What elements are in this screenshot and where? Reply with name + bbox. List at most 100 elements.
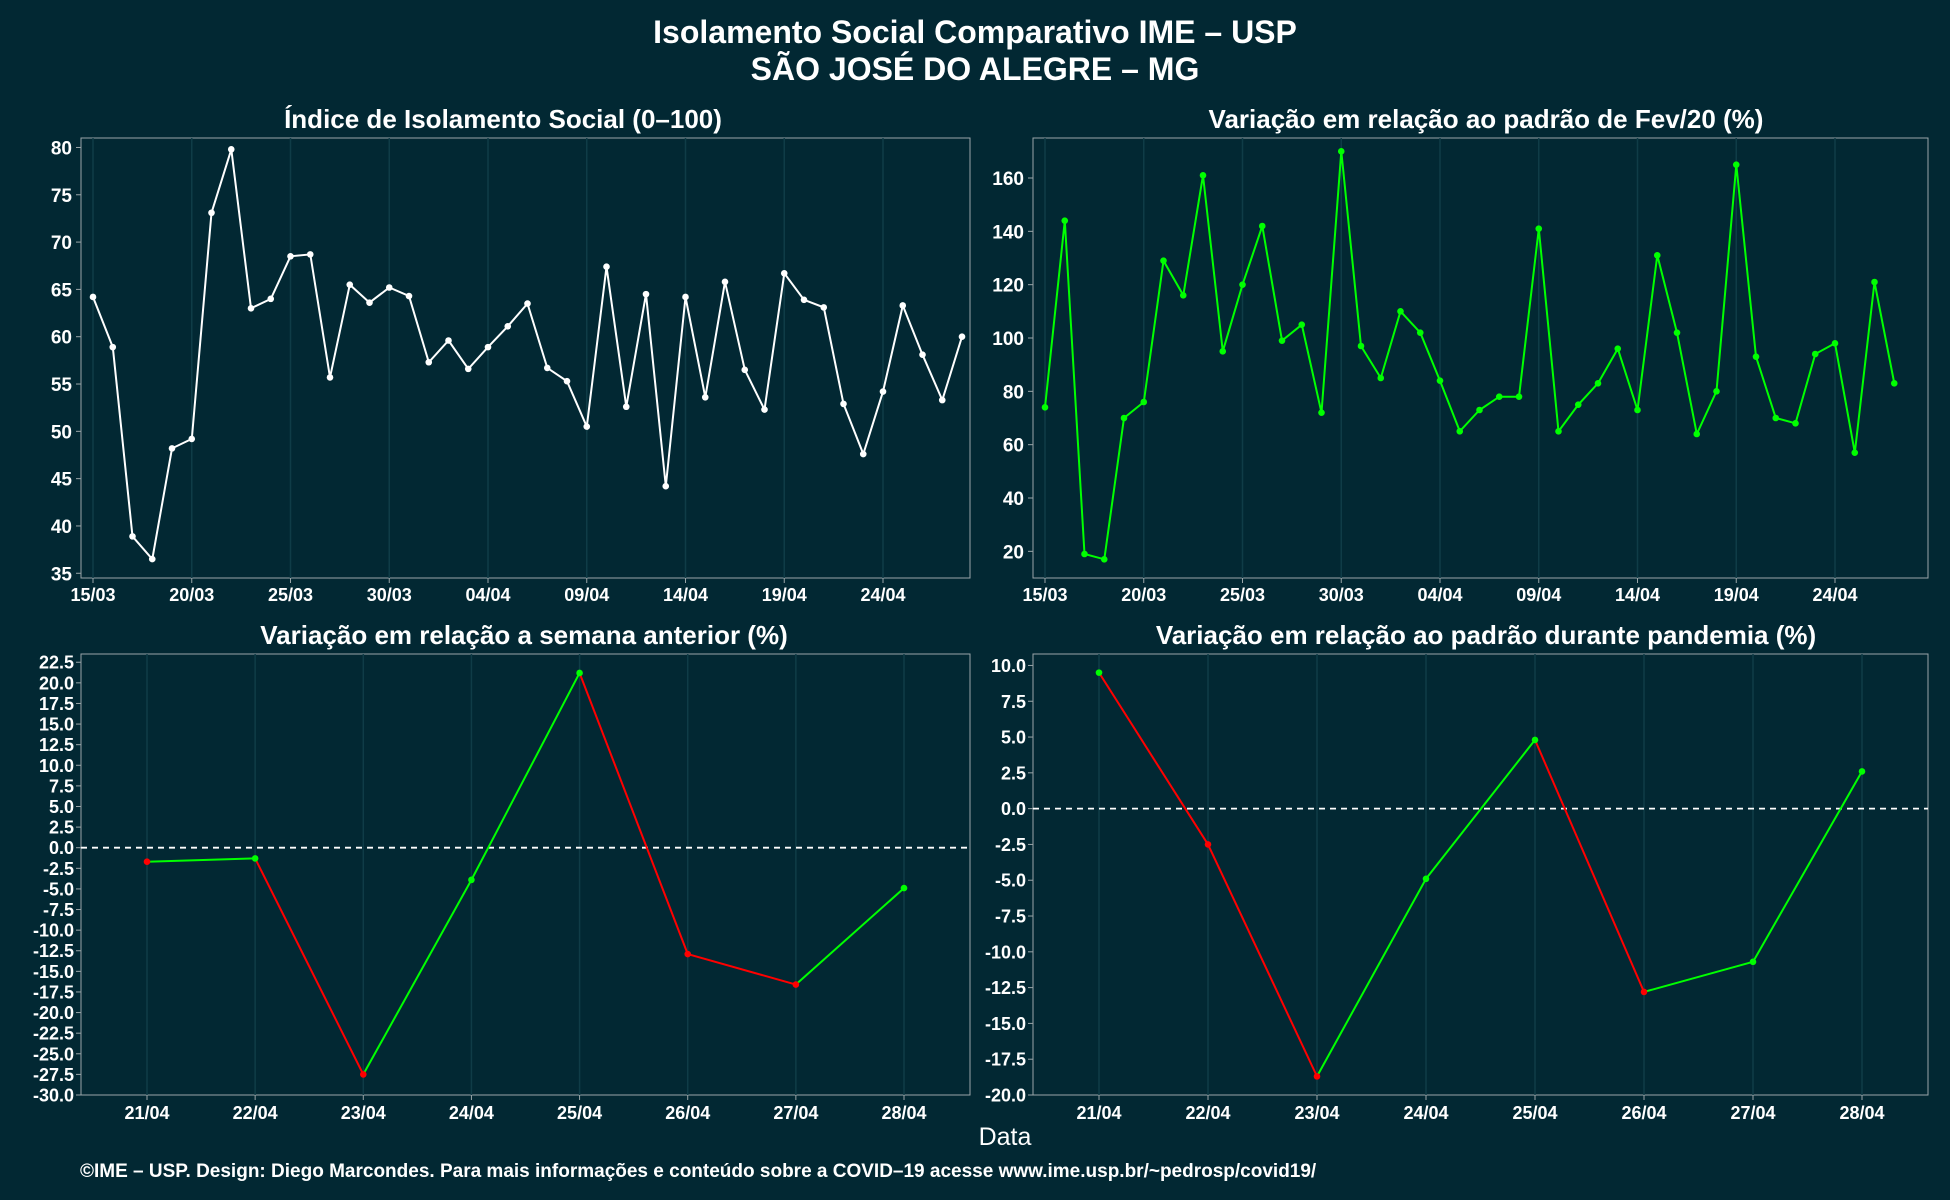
series-segment bbox=[362, 879, 473, 1075]
x-tick-label: 09/04 bbox=[1516, 585, 1561, 605]
y-tick-label: -7.5 bbox=[995, 907, 1026, 927]
x-tick-label: 24/04 bbox=[449, 1103, 494, 1123]
chart-title: Índice de Isolamento Social (0–100) bbox=[284, 104, 722, 134]
y-tick-label: -5.0 bbox=[43, 879, 74, 899]
y-tick-label: 100 bbox=[992, 329, 1024, 350]
data-point bbox=[1179, 292, 1187, 299]
data-point bbox=[1594, 380, 1602, 387]
y-tick-label: 70 bbox=[51, 233, 72, 254]
y-tick-label: 5.0 bbox=[49, 797, 74, 817]
x-tick-label: 25/03 bbox=[1220, 585, 1265, 605]
data-point bbox=[800, 296, 808, 304]
data-point bbox=[1495, 393, 1503, 400]
x-tick-label: 21/04 bbox=[124, 1103, 169, 1123]
data-point bbox=[1831, 340, 1839, 347]
data-point bbox=[1100, 556, 1108, 563]
data-point bbox=[1204, 841, 1212, 848]
x-tick-label: 21/04 bbox=[1076, 1103, 1121, 1123]
series-segment bbox=[470, 672, 581, 881]
data-point bbox=[938, 396, 946, 404]
x-tick-label: 30/03 bbox=[1319, 585, 1364, 605]
data-point bbox=[859, 450, 867, 458]
series-segment bbox=[146, 857, 256, 863]
data-point bbox=[208, 209, 215, 217]
data-point bbox=[1160, 257, 1167, 264]
data-point bbox=[109, 343, 117, 351]
x-axis-label: Data bbox=[979, 1123, 1032, 1151]
y-tick-label: -10.0 bbox=[33, 921, 74, 941]
y-tick-label: -12.5 bbox=[985, 978, 1026, 998]
x-tick-label: 22/04 bbox=[1185, 1103, 1230, 1123]
data-point bbox=[1634, 406, 1641, 414]
data-point bbox=[1377, 374, 1385, 382]
data-point bbox=[1515, 393, 1523, 400]
footer-credits: ©IME – USP. Design: Diego Marcondes. Par… bbox=[80, 1161, 1317, 1182]
chart-variation-previous-week: Variação em relação a semana anterior (%… bbox=[33, 620, 971, 1123]
data-point bbox=[445, 337, 452, 344]
y-tick-label: 60 bbox=[51, 328, 72, 349]
series-segment bbox=[254, 857, 365, 1075]
data-point bbox=[247, 305, 255, 312]
data-point bbox=[622, 403, 630, 411]
series-segment bbox=[578, 672, 689, 955]
data-point bbox=[583, 423, 591, 430]
y-tick-label: -30.0 bbox=[33, 1086, 74, 1106]
data-point bbox=[563, 377, 571, 385]
data-point bbox=[684, 950, 692, 958]
data-point bbox=[603, 263, 610, 270]
series-segment bbox=[1425, 739, 1536, 880]
data-point bbox=[1890, 380, 1898, 387]
data-point bbox=[1298, 321, 1306, 328]
data-point bbox=[840, 400, 847, 408]
data-point bbox=[1811, 350, 1819, 358]
data-point bbox=[1095, 669, 1103, 676]
data-point bbox=[1061, 217, 1069, 224]
data-point bbox=[1752, 353, 1760, 360]
data-point bbox=[1436, 377, 1444, 384]
y-tick-label: 12.5 bbox=[39, 735, 74, 755]
y-tick-label: 20 bbox=[1003, 542, 1024, 563]
data-point bbox=[1416, 329, 1424, 336]
data-point bbox=[919, 351, 926, 358]
data-point bbox=[1258, 222, 1266, 230]
y-tick-label: 80 bbox=[51, 138, 72, 159]
y-tick-label: 5.0 bbox=[1001, 728, 1026, 748]
data-point bbox=[504, 323, 512, 330]
x-tick-label: 04/04 bbox=[1417, 585, 1462, 605]
data-point bbox=[385, 284, 393, 291]
data-point bbox=[1081, 550, 1088, 558]
x-tick-label: 27/04 bbox=[1730, 1103, 1775, 1123]
data-point bbox=[1041, 404, 1049, 411]
series-segment bbox=[1643, 960, 1754, 993]
x-tick-label: 14/04 bbox=[1615, 585, 1660, 605]
data-point bbox=[1574, 401, 1582, 408]
y-tick-label: -20.0 bbox=[33, 1003, 74, 1023]
x-tick-label: 19/04 bbox=[1714, 585, 1759, 605]
y-tick-label: 7.5 bbox=[1001, 692, 1026, 712]
data-point bbox=[1397, 308, 1404, 315]
data-point bbox=[468, 876, 475, 884]
y-tick-label: -15.0 bbox=[33, 962, 74, 982]
x-tick-label: 15/03 bbox=[1022, 585, 1067, 605]
y-tick-label: 22.5 bbox=[39, 653, 74, 673]
main-title-line2: SÃO JOSÉ DO ALEGRE – MG bbox=[751, 51, 1200, 87]
data-point bbox=[1535, 225, 1543, 232]
data-point bbox=[1531, 736, 1539, 744]
series-segment bbox=[795, 887, 905, 986]
data-point bbox=[1851, 449, 1859, 456]
y-tick-label: -22.5 bbox=[33, 1024, 74, 1044]
data-point bbox=[1871, 278, 1878, 286]
x-tick-label: 09/04 bbox=[564, 585, 609, 605]
x-tick-label: 26/04 bbox=[665, 1103, 710, 1123]
x-tick-label: 20/03 bbox=[1121, 585, 1166, 605]
data-point bbox=[251, 855, 259, 862]
data-point bbox=[425, 358, 433, 366]
data-point bbox=[1693, 430, 1701, 438]
data-point bbox=[143, 858, 151, 866]
y-tick-label: 40 bbox=[1003, 489, 1024, 510]
x-tick-label: 04/04 bbox=[465, 585, 510, 605]
x-tick-label: 19/04 bbox=[762, 585, 807, 605]
data-point bbox=[227, 146, 235, 153]
data-point bbox=[306, 251, 314, 258]
x-tick-label: 30/03 bbox=[367, 585, 412, 605]
